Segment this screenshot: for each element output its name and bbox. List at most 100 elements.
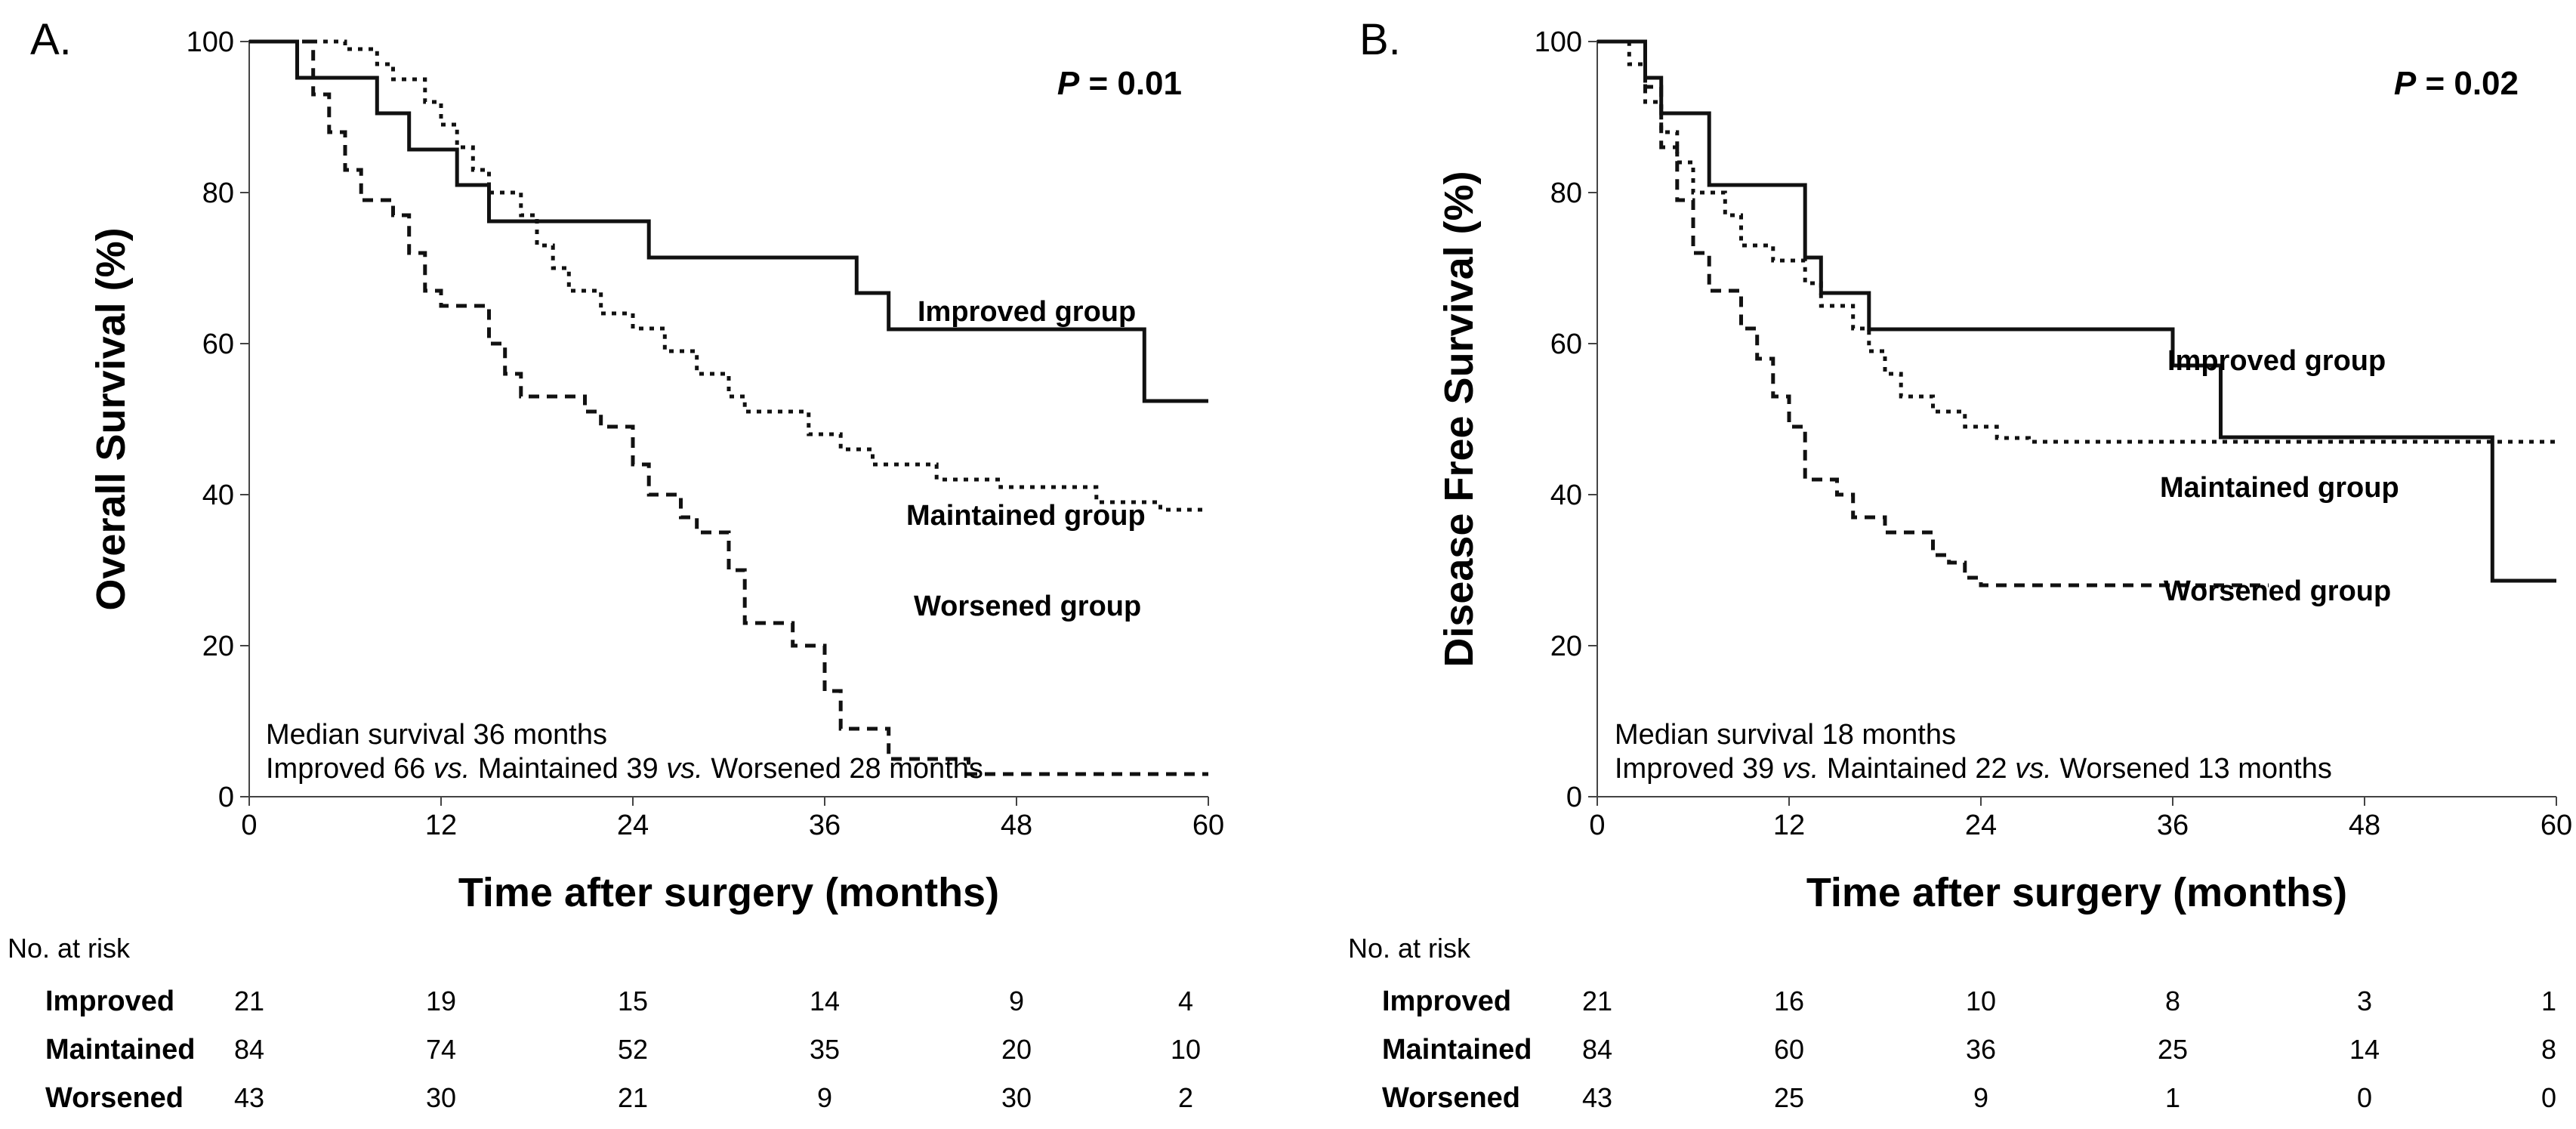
risk-value: 9 bbox=[1973, 1082, 1988, 1113]
risk-value: 25 bbox=[2158, 1034, 2188, 1065]
x-tick-label: 36 bbox=[809, 810, 841, 841]
risk-value: 19 bbox=[426, 986, 456, 1016]
y-tick-label: 20 bbox=[202, 631, 234, 662]
curve-label-improved: Improved group bbox=[918, 296, 1136, 328]
x-tick-label: 12 bbox=[1773, 810, 1805, 841]
risk-row-label-worsened: Worsened bbox=[45, 1082, 184, 1114]
risk-value: 36 bbox=[1966, 1034, 1996, 1065]
x-tick-label: 36 bbox=[2157, 810, 2189, 841]
survival-curve-maintained bbox=[1597, 39, 2556, 444]
p-value-number: = 0.02 bbox=[2416, 65, 2519, 102]
p-value: P = 0.01 bbox=[1057, 65, 1182, 102]
vs-text: vs. bbox=[2015, 753, 2052, 785]
median-comparison-part: Improved 39 bbox=[1615, 753, 1782, 785]
y-tick-label: 80 bbox=[202, 177, 234, 209]
risk-value: 25 bbox=[1774, 1082, 1804, 1113]
risk-value: 0 bbox=[2541, 1082, 2556, 1113]
p-value-number: = 0.01 bbox=[1079, 65, 1182, 102]
y-tick-label: 60 bbox=[1550, 329, 1582, 360]
risk-row-label-improved: Improved bbox=[45, 986, 174, 1017]
risk-value: 21 bbox=[618, 1082, 648, 1113]
risk-row-label-worsened: Worsened bbox=[1382, 1082, 1520, 1114]
risk-value: 10 bbox=[1171, 1034, 1201, 1065]
risk-value: 10 bbox=[1966, 986, 1996, 1016]
survival-curve-maintained bbox=[249, 39, 1208, 512]
curve-label-improved: Improved group bbox=[2167, 345, 2386, 377]
median-comparison-text: Improved 39 vs. Maintained 22 vs. Worsen… bbox=[1615, 753, 2332, 785]
risk-value: 30 bbox=[426, 1082, 456, 1113]
vs-text: vs. bbox=[1782, 753, 1819, 785]
risk-row-label-maintained: Maintained bbox=[45, 1034, 195, 1066]
x-tick-label: 60 bbox=[2541, 810, 2572, 841]
risk-row-label-maintained: Maintained bbox=[1382, 1034, 1532, 1066]
x-tick-label: 0 bbox=[241, 810, 257, 841]
x-tick-label: 24 bbox=[617, 810, 649, 841]
risk-value: 84 bbox=[1582, 1034, 1612, 1065]
panel-letter: A. bbox=[30, 15, 72, 64]
risk-value: 43 bbox=[1582, 1082, 1612, 1113]
y-tick-label: 60 bbox=[202, 329, 234, 360]
risk-value: 15 bbox=[618, 986, 648, 1016]
survival-curve-improved bbox=[1597, 39, 2556, 583]
x-tick-label: 0 bbox=[1589, 810, 1605, 841]
risk-value: 0 bbox=[2357, 1082, 2372, 1113]
median-comparison-part: Maintained 39 bbox=[470, 753, 666, 785]
x-tick-label: 48 bbox=[2349, 810, 2380, 841]
risk-table-header: No. at risk bbox=[8, 933, 131, 964]
x-tick-label: 48 bbox=[1001, 810, 1032, 841]
risk-value: 4 bbox=[1178, 986, 1193, 1016]
y-tick-label: 0 bbox=[218, 782, 234, 813]
risk-value: 3 bbox=[2357, 986, 2372, 1016]
risk-value: 21 bbox=[1582, 986, 1612, 1016]
risk-value: 84 bbox=[234, 1034, 264, 1065]
curve-label-maintained: Maintained group bbox=[2160, 472, 2399, 504]
median-survival-text: Median survival 18 months bbox=[1615, 719, 1956, 751]
y-tick-label: 0 bbox=[1566, 782, 1582, 813]
survival-curve-improved bbox=[249, 39, 1208, 403]
risk-value: 16 bbox=[1774, 986, 1804, 1016]
median-comparison-part: Improved 66 bbox=[266, 753, 433, 785]
survival-curve-worsened bbox=[249, 39, 1208, 776]
median-comparison-part: Maintained 22 bbox=[1819, 753, 2015, 785]
risk-value: 2 bbox=[1178, 1082, 1193, 1113]
risk-value: 1 bbox=[2165, 1082, 2180, 1113]
y-axis-title: Disease Free Survival (%) bbox=[1436, 171, 1482, 667]
x-tick-label: 24 bbox=[1965, 810, 1997, 841]
risk-value: 43 bbox=[234, 1082, 264, 1113]
risk-value: 1 bbox=[2541, 986, 2556, 1016]
curve-label-maintained: Maintained group bbox=[906, 500, 1146, 532]
median-comparison-part: Worsened 28 months bbox=[703, 753, 983, 785]
vs-text: vs. bbox=[666, 753, 703, 785]
y-tick-label: 80 bbox=[1550, 177, 1582, 209]
x-axis-title: Time after surgery (months) bbox=[1806, 870, 2347, 915]
risk-value: 20 bbox=[1001, 1034, 1032, 1065]
curve-label-worsened: Worsened group bbox=[914, 591, 1141, 622]
risk-value: 8 bbox=[2165, 986, 2180, 1016]
p-value: P = 0.02 bbox=[2394, 65, 2519, 102]
y-tick-label: 20 bbox=[1550, 631, 1582, 662]
curve-label-worsened: Worsened group bbox=[2164, 575, 2391, 607]
x-tick-label: 60 bbox=[1192, 810, 1224, 841]
risk-value: 52 bbox=[618, 1034, 648, 1065]
risk-value: 60 bbox=[1774, 1034, 1804, 1065]
y-tick-label: 100 bbox=[1535, 26, 1582, 58]
vs-text: vs. bbox=[433, 753, 470, 785]
median-comparison-part: Worsened 13 months bbox=[2052, 753, 2332, 785]
y-tick-label: 40 bbox=[202, 480, 234, 511]
risk-value: 9 bbox=[1009, 986, 1024, 1016]
x-tick-label: 12 bbox=[425, 810, 457, 841]
risk-value: 35 bbox=[810, 1034, 840, 1065]
risk-row-label-improved: Improved bbox=[1382, 986, 1511, 1017]
risk-value: 14 bbox=[810, 986, 840, 1016]
risk-value: 9 bbox=[817, 1082, 832, 1113]
risk-value: 74 bbox=[426, 1034, 456, 1065]
p-value-symbol: P bbox=[1057, 65, 1080, 102]
risk-table-header: No. at risk bbox=[1348, 933, 1471, 964]
risk-value: 30 bbox=[1001, 1082, 1032, 1113]
panel-letter: B. bbox=[1359, 15, 1401, 64]
risk-value: 8 bbox=[2541, 1034, 2556, 1065]
y-tick-label: 100 bbox=[187, 26, 234, 58]
